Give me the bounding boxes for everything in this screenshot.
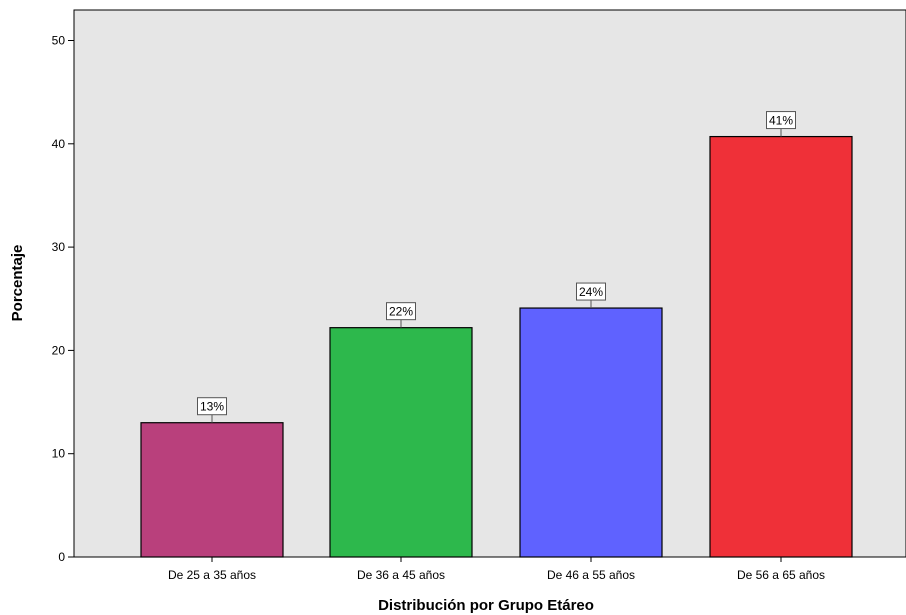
y-axis: 0 10 20 30 40 50 (52, 34, 74, 564)
data-label: 41% (769, 114, 793, 128)
y-tick-label: 40 (52, 137, 66, 151)
data-label: 22% (389, 305, 413, 319)
y-tick-label: 0 (58, 550, 65, 564)
x-axis-title: Distribución por Grupo Etáreo (378, 597, 594, 614)
data-label: 13% (200, 400, 224, 414)
bar (140, 422, 284, 558)
x-tick-label: De 46 a 55 años (547, 568, 635, 582)
data-label: 24% (579, 285, 603, 299)
bar (519, 307, 663, 558)
y-tick-label: 10 (52, 447, 66, 461)
x-tick-label: De 56 a 65 años (737, 568, 825, 582)
x-tick-label: De 25 a 35 años (168, 568, 256, 582)
data-labels-layer: 13% 22% 24% 41% (197, 111, 796, 423)
y-tick-label: 50 (52, 34, 66, 48)
y-tick-label: 30 (52, 240, 66, 254)
data-label-box (766, 111, 796, 130)
data-label-box (576, 282, 606, 301)
data-label-box (197, 397, 227, 416)
bar (709, 135, 853, 558)
x-axis: De 25 a 35 años De 36 a 45 años De 46 a 55… (168, 557, 825, 582)
y-axis-title: Porcentaje (9, 245, 26, 322)
y-tick-label: 20 (52, 343, 66, 357)
bar (329, 327, 473, 558)
x-tick-label: De 36 a 45 años (357, 568, 445, 582)
data-label-box (386, 302, 416, 321)
